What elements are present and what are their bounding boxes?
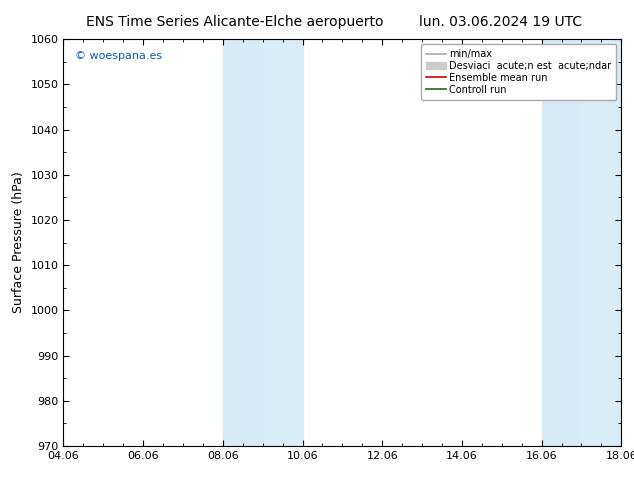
Text: lun. 03.06.2024 19 UTC: lun. 03.06.2024 19 UTC (419, 15, 583, 29)
Legend: min/max, Desviaci  acute;n est  acute;ndar, Ensemble mean run, Controll run: min/max, Desviaci acute;n est acute;ndar… (421, 44, 616, 99)
Bar (541, 39, 581, 446)
Text: © woespana.es: © woespana.es (75, 51, 162, 61)
Bar (223, 39, 262, 446)
Bar (581, 39, 621, 446)
Bar (262, 39, 302, 446)
Text: ENS Time Series Alicante-Elche aeropuerto: ENS Time Series Alicante-Elche aeropuert… (86, 15, 384, 29)
Y-axis label: Surface Pressure (hPa): Surface Pressure (hPa) (12, 172, 25, 314)
